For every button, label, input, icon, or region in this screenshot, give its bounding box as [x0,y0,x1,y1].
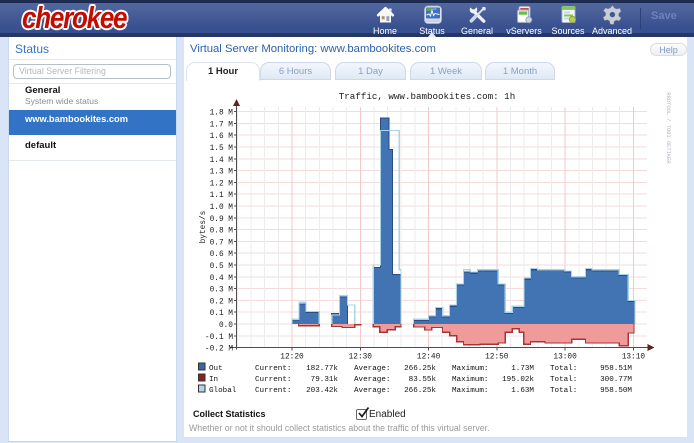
svg-text:Total:: Total: [550,387,577,395]
svg-text:13:10: 13:10 [622,354,646,362]
svg-text:0.3 M: 0.3 M [210,287,234,295]
svg-text:1.4 M: 1.4 M [210,157,234,165]
svg-text:Total:: Total: [550,365,577,373]
svg-text:Maximum:: Maximum: [452,365,488,373]
svg-text:1.7 M: 1.7 M [210,121,234,129]
svg-text:0.7 M: 0.7 M [210,239,234,247]
svg-text:0.4 M: 0.4 M [210,275,234,283]
svg-text:Current:: Current: [255,365,291,373]
svg-text:266.25k: 266.25k [404,387,436,395]
svg-text:12:40: 12:40 [417,354,441,362]
svg-text:Average:: Average: [354,387,390,395]
svg-text:0.9 M: 0.9 M [210,216,234,224]
svg-text:Current:: Current: [255,376,291,384]
svg-text:182.77k: 182.77k [306,365,338,373]
svg-text:1.63M: 1.63M [511,387,534,395]
svg-text:0.2 M: 0.2 M [210,298,234,306]
svg-text:Average:: Average: [354,365,390,373]
svg-text:Current:: Current: [255,387,291,395]
svg-text:1.2 M: 1.2 M [210,180,234,188]
svg-text:Total:: Total: [550,376,577,384]
svg-text:1.5 M: 1.5 M [210,145,234,153]
svg-text:1.73M: 1.73M [511,365,534,373]
svg-text:958.51M: 958.51M [600,365,632,373]
svg-text:195.02k: 195.02k [502,376,534,384]
svg-text:203.42k: 203.42k [306,387,338,395]
svg-text:Maximum:: Maximum: [452,387,488,395]
svg-text:Maximum:: Maximum: [452,376,488,384]
svg-text:1.0 M: 1.0 M [210,204,234,212]
svg-text:300.77M: 300.77M [600,376,632,384]
svg-text:83.55k: 83.55k [409,376,437,384]
svg-text:13:00: 13:00 [553,354,577,362]
svg-text:1.3 M: 1.3 M [210,169,234,177]
svg-text:In: In [209,376,218,384]
svg-text:0.8 M: 0.8 M [210,228,234,236]
svg-text:-0.1 M: -0.1 M [205,334,233,342]
svg-text:Out: Out [209,365,223,373]
svg-text:-0.2 M: -0.2 M [205,346,233,354]
svg-text:1.6 M: 1.6 M [210,133,234,141]
svg-text:Global: Global [209,387,237,395]
svg-text:79.31k: 79.31k [311,376,339,384]
svg-text:12:30: 12:30 [349,354,373,362]
svg-text:Average:: Average: [354,376,390,384]
svg-text:bytes/s: bytes/s [200,210,208,243]
svg-text:0.6 M: 0.6 M [210,251,234,259]
svg-text:958.50M: 958.50M [600,387,632,395]
svg-text:1.1 M: 1.1 M [210,192,234,200]
svg-text:0.0: 0.0 [219,322,233,330]
svg-text:12:50: 12:50 [485,354,509,362]
svg-text:Traffic, www.bambookites.com:: Traffic, www.bambookites.com: 1h [339,91,515,102]
svg-text:0.5 M: 0.5 M [210,263,234,271]
svg-text:266.25k: 266.25k [404,365,436,373]
svg-text:12:20: 12:20 [280,354,304,362]
svg-text:0.1 M: 0.1 M [210,310,234,318]
svg-text:1.8 M: 1.8 M [210,110,234,118]
svg-text:RRDTOOL / TOBI OETIKER: RRDTOOL / TOBI OETIKER [665,92,671,164]
